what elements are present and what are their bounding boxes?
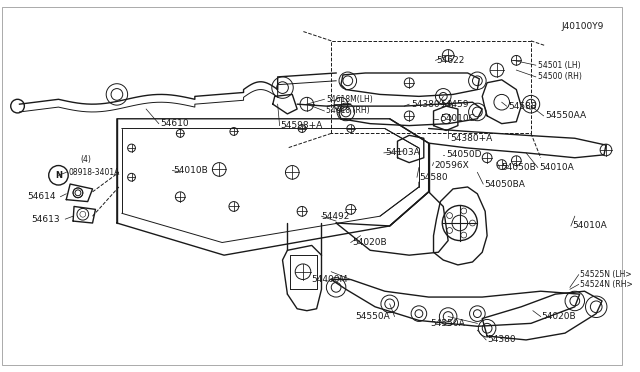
Text: 54380+A: 54380+A (450, 134, 492, 143)
Text: 54380: 54380 (487, 336, 516, 344)
Text: 54050D: 54050D (446, 150, 482, 159)
Text: 54103A: 54103A (385, 148, 420, 157)
Text: (4): (4) (81, 155, 92, 164)
Text: 54580: 54580 (419, 173, 447, 182)
Text: 54588: 54588 (509, 102, 537, 110)
Text: 54550A: 54550A (431, 319, 465, 328)
Text: 54050BA: 54050BA (484, 180, 525, 189)
Text: 54525N (LH>: 54525N (LH> (580, 270, 631, 279)
Text: 54614: 54614 (28, 192, 56, 201)
Text: 54050B: 54050B (502, 163, 536, 172)
Text: 54598+A: 54598+A (280, 121, 323, 130)
Text: 54622: 54622 (436, 56, 465, 65)
Text: 54380+A: 54380+A (411, 100, 453, 109)
Text: J40100Y9: J40100Y9 (561, 22, 604, 31)
Text: 54550AA: 54550AA (545, 111, 587, 121)
Text: 54618 (RH): 54618 (RH) (326, 106, 370, 115)
Text: 54459: 54459 (440, 100, 469, 109)
Text: 54610: 54610 (161, 119, 189, 128)
Text: 54020B: 54020B (541, 312, 576, 321)
Text: 54524N (RH>: 54524N (RH> (580, 280, 632, 289)
Text: 54010A: 54010A (540, 163, 575, 172)
Text: 54550A: 54550A (356, 312, 390, 321)
Text: 54010A: 54010A (572, 221, 607, 230)
Text: 54010C: 54010C (440, 114, 476, 123)
Text: 54618M(LH): 54618M(LH) (326, 95, 373, 104)
Text: 54020B: 54020B (353, 238, 387, 247)
Text: 08918-3401A: 08918-3401A (68, 168, 120, 177)
Text: 54492: 54492 (321, 212, 350, 221)
Text: 54613: 54613 (31, 215, 60, 224)
Text: N: N (55, 171, 62, 180)
Text: 54010B: 54010B (173, 166, 208, 175)
Text: 54500 (RH): 54500 (RH) (538, 73, 582, 81)
Text: 54501 (LH): 54501 (LH) (538, 61, 580, 70)
Text: 20596X: 20596X (435, 161, 469, 170)
Text: 54400M: 54400M (312, 275, 348, 284)
